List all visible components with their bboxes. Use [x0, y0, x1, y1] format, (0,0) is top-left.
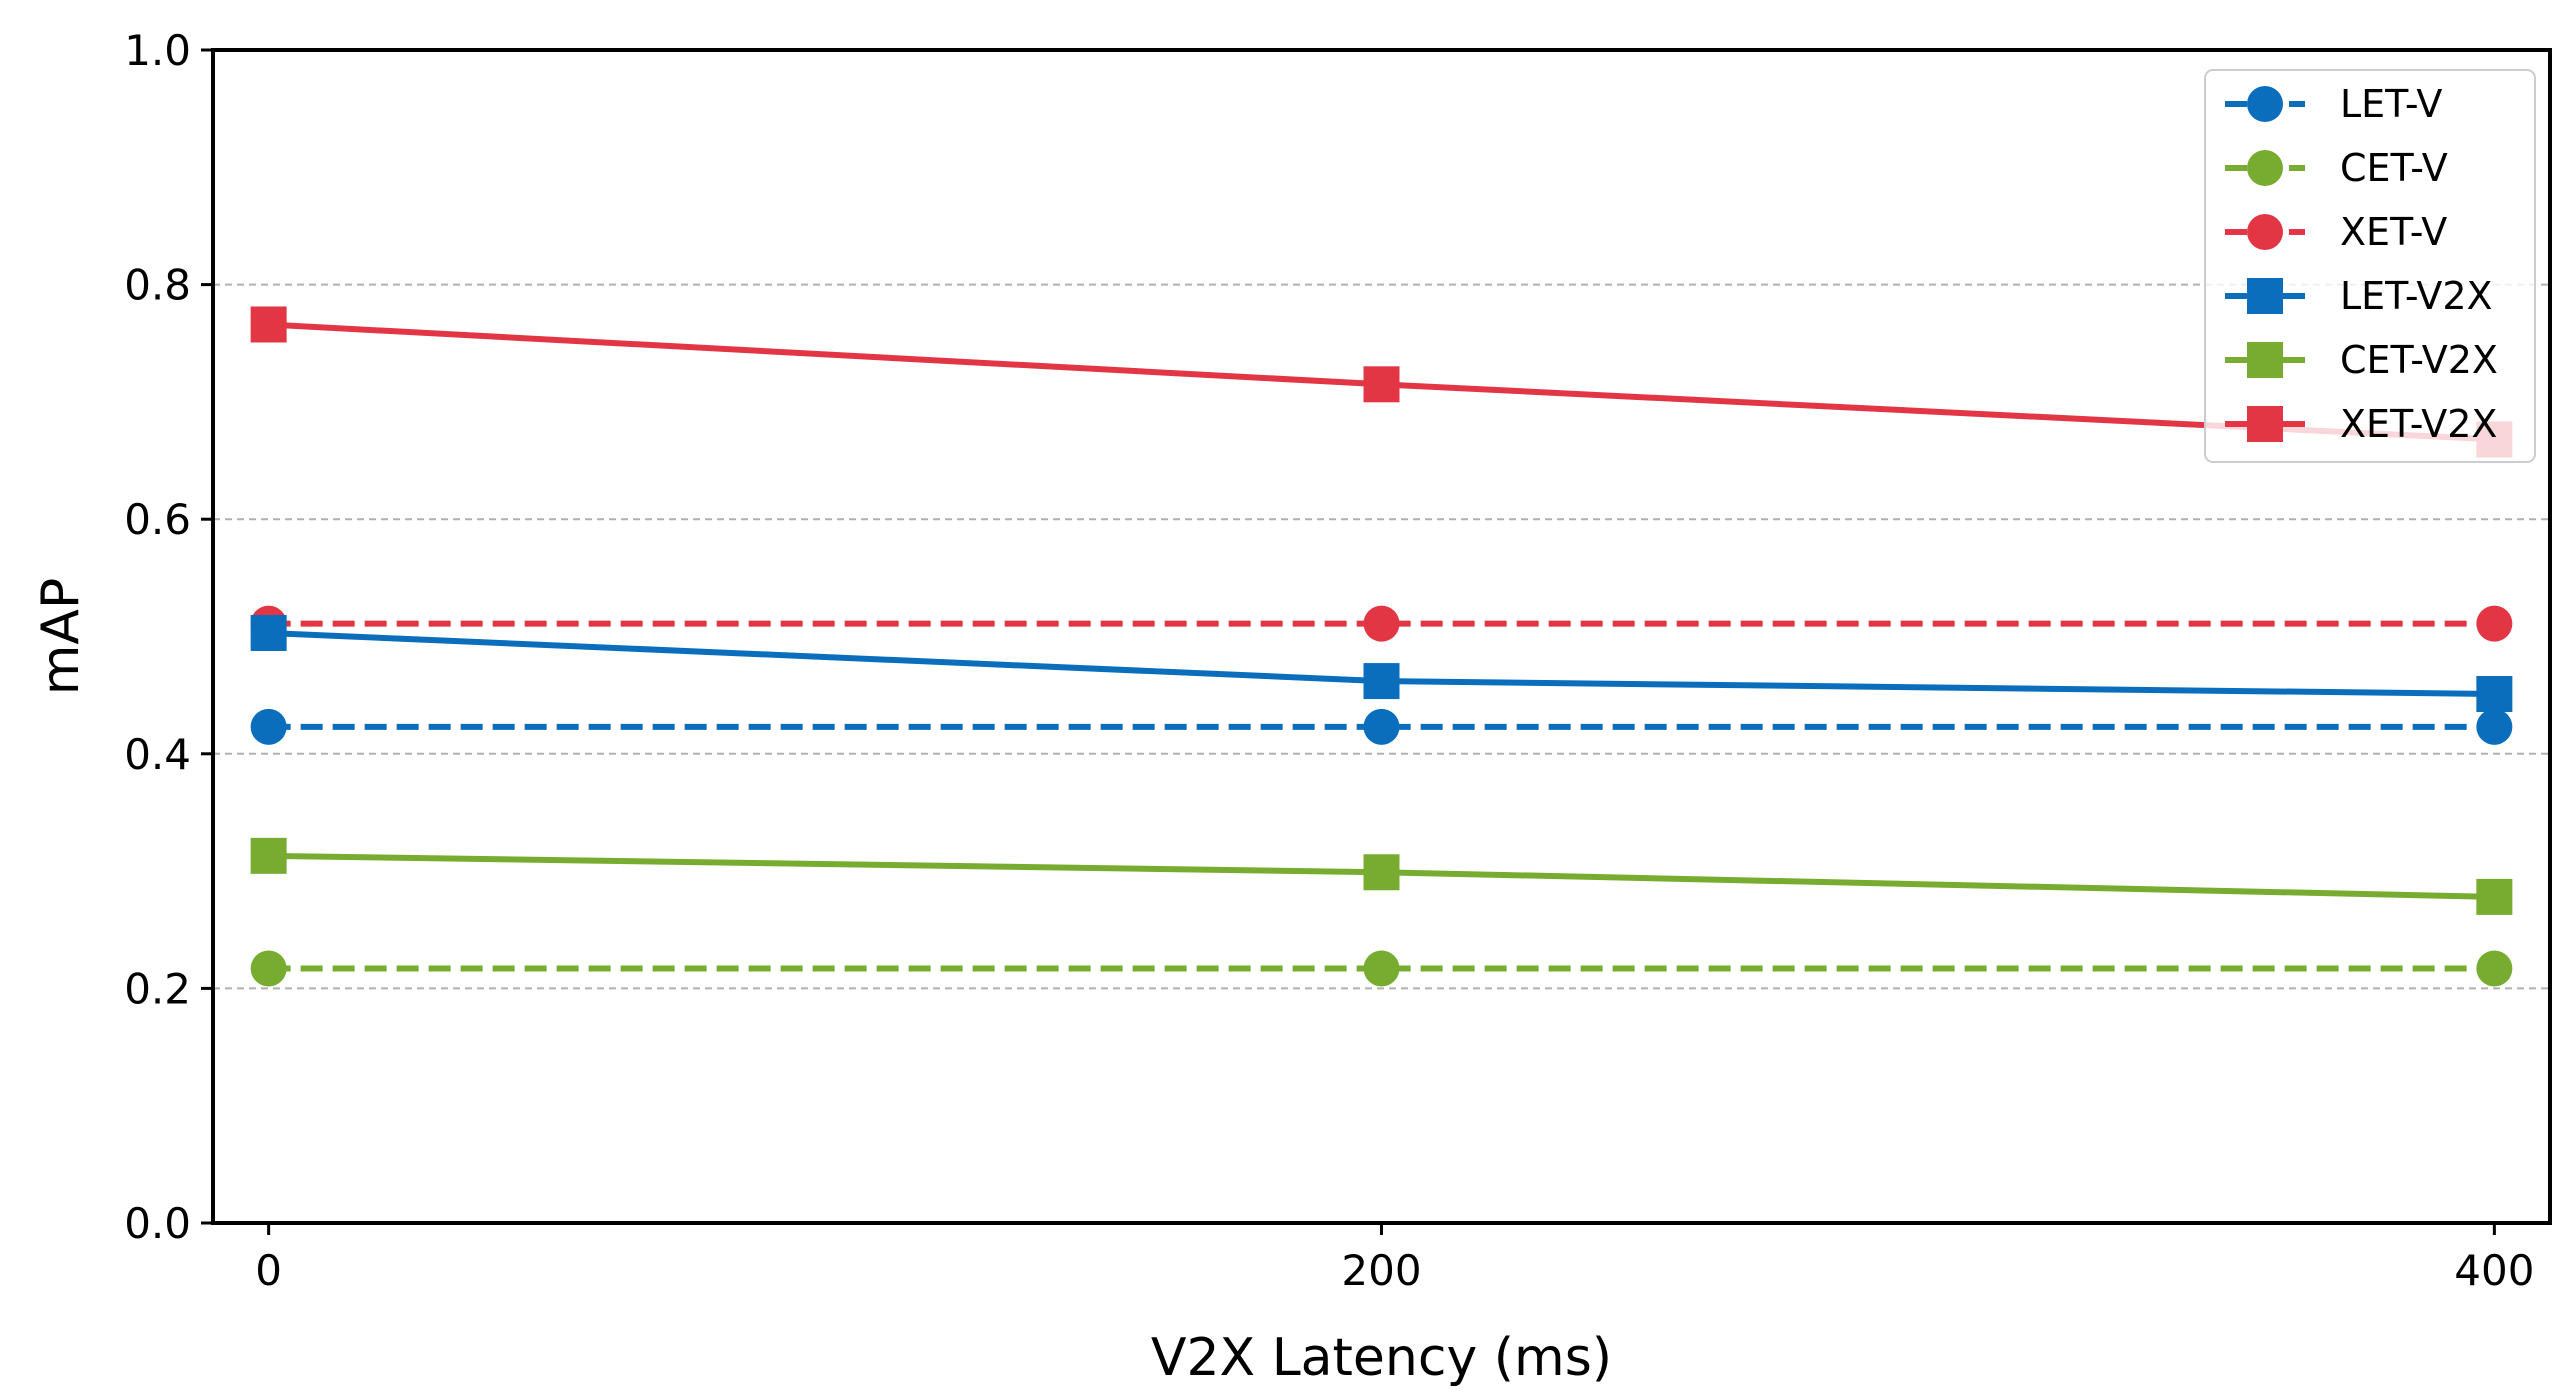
legend-label-let-v: LET-V: [2340, 82, 2442, 126]
legend-marker-xet-v: [2247, 214, 2283, 250]
data-point-let-v2x: [1363, 663, 1400, 700]
legend-entry-let-v2x: LET-V2X: [2225, 274, 2493, 318]
data-point-xet-v: [2476, 605, 2513, 642]
axis-ticks: 0.0 0.2 0.4 0.6 0.8 1.0 0 200 400: [124, 26, 2534, 1295]
y-tick-label: 1.0: [124, 26, 191, 75]
series-cet-v2x: [250, 837, 2513, 915]
data-point-cet-v2x: [250, 837, 287, 874]
series-layer: [250, 306, 2513, 987]
legend-entry-cet-v: CET-V: [2225, 146, 2448, 190]
data-point-cet-v2x: [2476, 878, 2513, 915]
legend-marker-cet-v2x: [2247, 342, 2283, 378]
legend-marker-cet-v: [2247, 150, 2283, 186]
legend-label-let-v2x: LET-V2X: [2340, 274, 2493, 318]
legend-label-cet-v: CET-V: [2340, 146, 2448, 190]
data-point-cet-v: [250, 950, 287, 987]
legend-box: [2204, 69, 2536, 463]
legend-label-xet-v: XET-V: [2340, 210, 2447, 254]
x-tick-label: 0: [255, 1246, 282, 1295]
data-point-let-v: [2476, 708, 2513, 745]
legend-entry-cet-v2x: CET-V2X: [2225, 338, 2498, 382]
grid: [213, 283, 2550, 990]
y-axis-label: mAP: [31, 578, 91, 696]
legend-marker-let-v2x: [2247, 278, 2283, 314]
x-axis-label: V2X Latency (ms): [1151, 1328, 1612, 1388]
data-point-let-v2x: [250, 614, 287, 651]
data-point-cet-v2x: [1363, 854, 1400, 891]
data-point-xet-v: [1363, 605, 1400, 642]
legend-entry-let-v: LET-V: [2225, 82, 2442, 126]
y-tick-label: 0.4: [124, 730, 191, 779]
y-tick-label: 0.6: [124, 495, 191, 544]
series-cet-v: [250, 950, 2513, 987]
data-point-cet-v: [2476, 950, 2513, 987]
legend-entry-xet-v: XET-V: [2225, 210, 2447, 254]
x-tick-label: 400: [2454, 1246, 2534, 1295]
data-point-let-v2x: [2476, 675, 2513, 712]
series-let-v2x: [250, 614, 2513, 712]
data-point-xet-v2x: [1363, 366, 1400, 403]
data-point-cet-v: [1363, 950, 1400, 987]
legend: LET-V CET-V XET-V LET-V2X CET-V2X XET-V2X: [2204, 69, 2536, 463]
x-tick-label: 200: [1341, 1246, 1421, 1295]
data-point-let-v: [1363, 708, 1400, 745]
y-tick-label: 0.8: [124, 261, 191, 310]
y-tick-label: 0.0: [124, 1199, 191, 1248]
series-let-v: [250, 708, 2513, 745]
legend-entry-xet-v2x: XET-V2X: [2225, 402, 2497, 446]
legend-label-cet-v2x: CET-V2X: [2340, 338, 2498, 382]
data-point-let-v: [250, 708, 287, 745]
data-point-xet-v2x: [250, 306, 287, 343]
legend-label-xet-v2x: XET-V2X: [2340, 402, 2497, 446]
legend-marker-xet-v2x: [2247, 406, 2283, 442]
y-tick-label: 0.2: [124, 964, 191, 1013]
legend-marker-let-v: [2247, 86, 2283, 122]
